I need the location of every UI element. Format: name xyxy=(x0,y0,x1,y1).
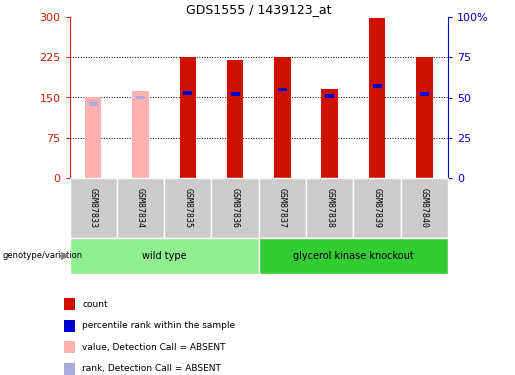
Bar xyxy=(420,92,429,96)
Bar xyxy=(85,98,101,178)
Bar xyxy=(306,178,353,238)
Bar xyxy=(64,341,75,353)
Text: GSM87838: GSM87838 xyxy=(325,188,334,228)
Bar xyxy=(70,178,117,238)
Text: GSM87835: GSM87835 xyxy=(183,188,192,228)
Text: wild type: wild type xyxy=(142,251,186,261)
Bar xyxy=(70,238,259,274)
Text: count: count xyxy=(82,300,108,309)
Bar xyxy=(259,238,448,274)
Bar xyxy=(132,91,149,178)
Text: GSM87834: GSM87834 xyxy=(136,188,145,228)
Bar xyxy=(212,178,259,238)
Bar xyxy=(259,178,306,238)
Bar xyxy=(401,178,448,238)
Text: glycerol kinase knockout: glycerol kinase knockout xyxy=(293,251,414,261)
Bar xyxy=(183,91,193,94)
Bar xyxy=(64,320,75,332)
Bar xyxy=(180,57,196,178)
Bar xyxy=(227,60,244,178)
Bar xyxy=(321,90,338,178)
Bar xyxy=(369,18,385,178)
Bar xyxy=(274,57,291,178)
Bar xyxy=(278,87,287,92)
Bar xyxy=(64,298,75,310)
Bar xyxy=(325,94,334,98)
Bar xyxy=(353,178,401,238)
Text: GSM87840: GSM87840 xyxy=(420,188,429,228)
Bar xyxy=(136,96,145,99)
Text: percentile rank within the sample: percentile rank within the sample xyxy=(82,321,235,330)
Text: value, Detection Call = ABSENT: value, Detection Call = ABSENT xyxy=(82,343,226,352)
Text: GSM87837: GSM87837 xyxy=(278,188,287,228)
Bar xyxy=(89,102,98,106)
Text: GSM87839: GSM87839 xyxy=(372,188,382,228)
Bar xyxy=(416,57,433,178)
Text: genotype/variation: genotype/variation xyxy=(3,251,83,260)
Title: GDS1555 / 1439123_at: GDS1555 / 1439123_at xyxy=(186,3,332,16)
Bar xyxy=(117,178,164,238)
Text: rank, Detection Call = ABSENT: rank, Detection Call = ABSENT xyxy=(82,364,221,374)
Bar xyxy=(64,363,75,375)
Text: GSM87833: GSM87833 xyxy=(89,188,98,228)
Bar xyxy=(231,92,239,96)
Bar xyxy=(164,178,212,238)
Text: GSM87836: GSM87836 xyxy=(231,188,239,228)
Bar xyxy=(372,84,382,88)
